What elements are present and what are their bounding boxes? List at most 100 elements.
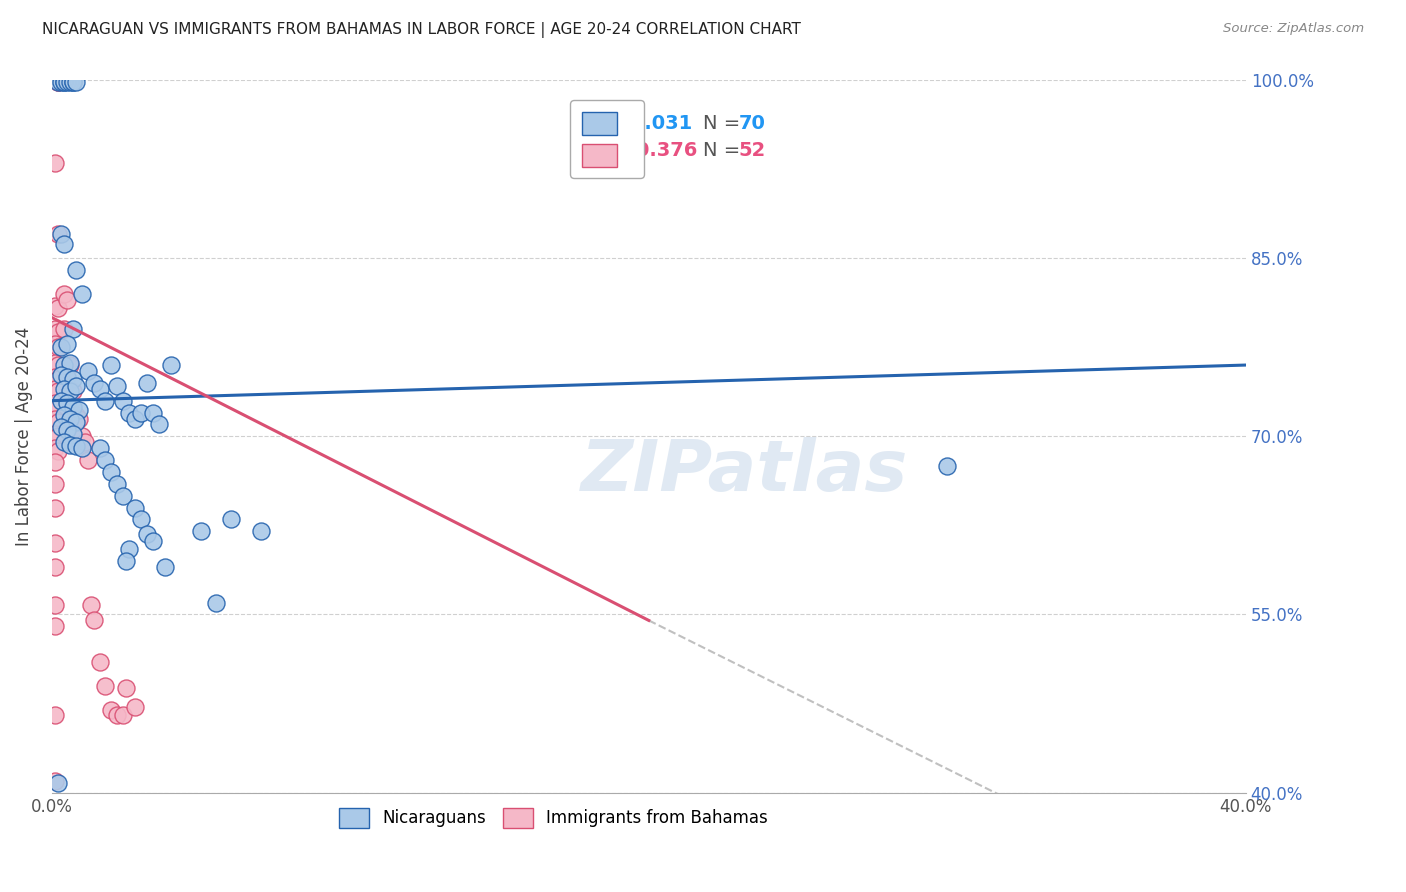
Point xyxy=(62,426,84,441)
Point xyxy=(46,415,69,429)
Text: ZIPatlas: ZIPatlas xyxy=(581,437,908,507)
Point xyxy=(142,406,165,420)
Point xyxy=(131,512,153,526)
Point xyxy=(44,426,66,441)
Point xyxy=(44,536,66,550)
Point xyxy=(44,411,66,425)
Point xyxy=(70,286,93,301)
Point xyxy=(49,419,72,434)
Point xyxy=(52,382,75,396)
Point xyxy=(65,379,87,393)
Point xyxy=(76,364,98,378)
Point xyxy=(107,379,129,393)
Point xyxy=(46,75,69,89)
Point xyxy=(89,382,111,396)
Point xyxy=(62,75,84,89)
Point xyxy=(44,356,66,370)
Point xyxy=(59,75,82,89)
Text: -0.376: -0.376 xyxy=(628,141,697,160)
Y-axis label: In Labor Force | Age 20-24: In Labor Force | Age 20-24 xyxy=(15,326,32,546)
Point xyxy=(136,376,159,390)
Point xyxy=(44,396,66,410)
Point xyxy=(100,702,122,716)
Point xyxy=(136,526,159,541)
Point xyxy=(83,614,105,628)
Point xyxy=(124,500,146,515)
Point xyxy=(112,708,135,723)
Point xyxy=(124,411,146,425)
Point xyxy=(142,533,165,548)
Point xyxy=(52,358,75,372)
Point xyxy=(83,376,105,390)
Point xyxy=(65,408,87,422)
Point xyxy=(107,476,129,491)
Point xyxy=(44,500,66,515)
Point xyxy=(112,489,135,503)
Point xyxy=(62,400,84,414)
Point xyxy=(55,336,77,351)
Point xyxy=(52,286,75,301)
Point xyxy=(49,393,72,408)
Point xyxy=(44,370,66,384)
Point xyxy=(118,406,141,420)
Text: N =: N = xyxy=(703,141,747,160)
Point xyxy=(55,370,77,384)
Point xyxy=(55,423,77,437)
Point xyxy=(46,325,69,339)
Point xyxy=(52,75,75,89)
Point xyxy=(46,443,69,458)
Point xyxy=(76,453,98,467)
Point xyxy=(107,708,129,723)
Point xyxy=(44,476,66,491)
Point xyxy=(46,301,69,315)
Point xyxy=(46,75,69,89)
Point xyxy=(62,372,84,386)
Point xyxy=(67,411,90,425)
Legend: Nicaraguans, Immigrants from Bahamas: Nicaraguans, Immigrants from Bahamas xyxy=(332,802,775,834)
Point xyxy=(112,393,135,408)
Point xyxy=(44,708,66,723)
Text: Source: ZipAtlas.com: Source: ZipAtlas.com xyxy=(1223,22,1364,36)
Point xyxy=(89,441,111,455)
Point xyxy=(148,417,170,432)
Text: NICARAGUAN VS IMMIGRANTS FROM BAHAMAS IN LABOR FORCE | AGE 20-24 CORRELATION CHA: NICARAGUAN VS IMMIGRANTS FROM BAHAMAS IN… xyxy=(42,22,801,38)
Point xyxy=(44,299,66,313)
Point xyxy=(55,75,77,89)
Point xyxy=(52,435,75,450)
Point xyxy=(65,263,87,277)
Point xyxy=(62,384,84,399)
Point xyxy=(94,393,117,408)
Point xyxy=(65,75,87,89)
Point xyxy=(55,293,77,307)
Point xyxy=(124,700,146,714)
Point xyxy=(49,75,72,89)
Point xyxy=(59,358,82,372)
Point xyxy=(46,372,69,386)
Point xyxy=(100,358,122,372)
Point xyxy=(94,679,117,693)
Text: R =: R = xyxy=(583,141,626,160)
Point xyxy=(52,322,75,336)
Point xyxy=(59,384,82,399)
Point xyxy=(49,368,72,382)
Point xyxy=(46,358,69,372)
Point xyxy=(55,396,77,410)
Point xyxy=(190,524,212,539)
Point xyxy=(205,596,228,610)
Point xyxy=(52,408,75,422)
Point xyxy=(44,441,66,455)
Point xyxy=(70,441,93,455)
Point xyxy=(94,453,117,467)
Point xyxy=(46,384,69,399)
Point xyxy=(46,400,69,414)
Text: R =: R = xyxy=(583,114,626,133)
Point xyxy=(65,415,87,429)
Point xyxy=(59,437,82,451)
Point xyxy=(115,681,138,695)
Text: N =: N = xyxy=(703,114,747,133)
Point xyxy=(52,236,75,251)
Point xyxy=(44,336,66,351)
Point xyxy=(46,75,69,89)
Point xyxy=(44,322,66,336)
Point xyxy=(219,512,242,526)
